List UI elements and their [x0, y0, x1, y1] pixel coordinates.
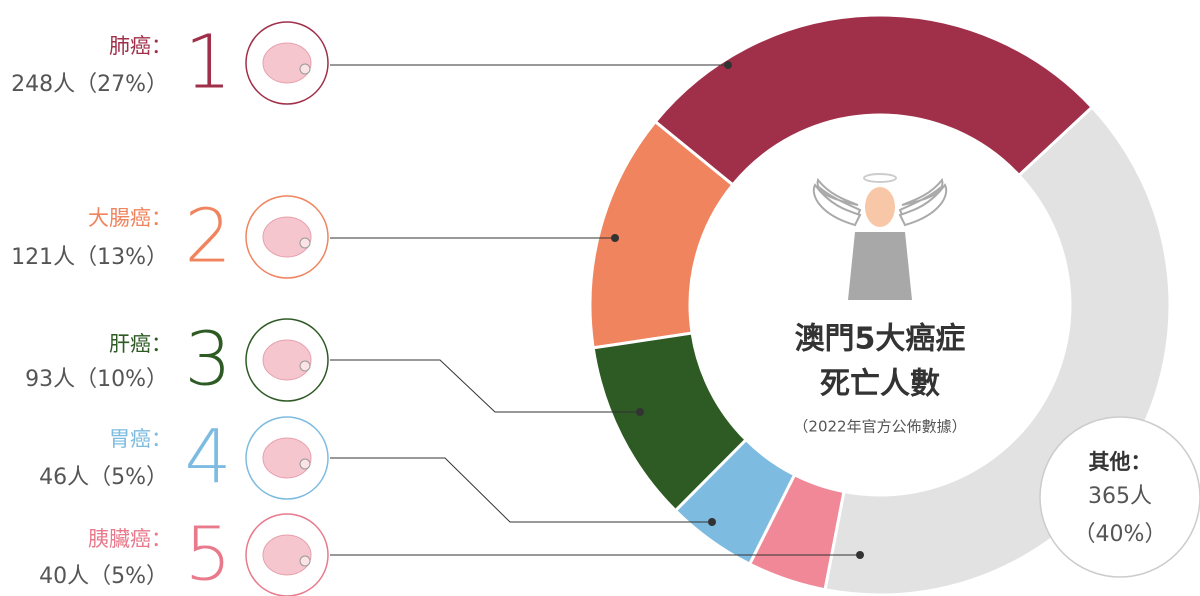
value-label: 93人（10%） [25, 367, 168, 392]
organ-icon [262, 216, 312, 258]
connector-dot [856, 551, 864, 559]
rank-number: 3 [184, 317, 231, 403]
category-label: 肝癌： [109, 332, 172, 356]
value-label: 121人（13%） [11, 245, 168, 270]
chart-title: 死亡人數 [820, 367, 940, 402]
rank-number: 1 [184, 20, 231, 106]
category-label: 其他： [1089, 450, 1152, 474]
category-label: 胰臟癌： [88, 527, 172, 551]
organ-icon [262, 339, 312, 381]
category-label: 肺癌： [109, 34, 172, 58]
organ-icon [262, 534, 312, 576]
angel-icon [812, 173, 948, 300]
connector-dot [611, 234, 619, 242]
chart-title: 澳門5大癌症 [795, 322, 966, 357]
chart-subtitle: （2022年官方公佈數據） [793, 418, 966, 436]
value-label: 248人（27%） [11, 72, 168, 97]
connector [330, 359, 640, 413]
organ-marker [299, 555, 311, 567]
connector [330, 457, 712, 523]
category-label: 大腸癌： [88, 206, 172, 230]
value-label: 365人（40%） [1074, 484, 1167, 547]
organ-marker [299, 63, 311, 75]
value-label: 40人（5%） [39, 564, 168, 589]
organ-icon [262, 437, 312, 479]
connector-dot [708, 518, 716, 526]
other-bubble [1039, 416, 1200, 578]
donut-hole [690, 115, 1070, 495]
connector-dot [724, 61, 732, 69]
connector-dot [636, 408, 644, 416]
rank-number: 2 [184, 194, 231, 280]
category-label: 胃癌： [109, 427, 172, 451]
organ-icon [262, 42, 312, 84]
organ-marker [299, 360, 311, 372]
value-label: 46人（5%） [39, 465, 168, 490]
organ-marker [299, 458, 311, 470]
rank-number: 4 [184, 415, 231, 501]
legend: 肺癌： 248人（27%） 1 大腸癌： 121人（13%） 2 肝癌： 93人（10%） 3胃… [11, 20, 864, 596]
rank-number: 5 [184, 512, 231, 596]
organ-marker [299, 237, 311, 249]
